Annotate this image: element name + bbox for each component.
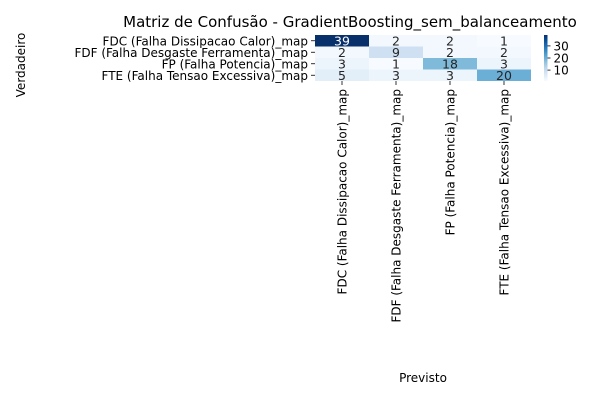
cell-value-r3-c3: 20 [496,68,512,83]
cell-r3-c2 [423,69,477,81]
cell-r0-c0 [315,35,369,47]
cell-value-r2-c3: 3 [500,56,508,71]
cell-value-r3-c1: 3 [392,68,400,83]
cell-value-r1-c0: 2 [338,45,346,60]
cell-value-r1-c3: 2 [500,45,508,60]
row-label-1: FDF (Falha Desgaste Ferramenta)_map [74,46,308,60]
cell-value-r0-c2: 2 [446,33,454,48]
cell-value-r3-c0: 5 [338,68,346,83]
cell-value-r1-c2: 2 [446,45,454,60]
cell-r0-c2 [423,35,477,47]
cell-r1-c3 [477,46,531,58]
chart-title: Matriz de Confusão - GradientBoosting_se… [123,13,577,32]
cell-value-r3-c2: 3 [446,68,454,83]
colorbar-tick-label-2: 30 [554,39,569,53]
cell-r3-c3 [477,69,531,81]
cell-r2-c0 [315,58,369,70]
cell-value-r2-c0: 3 [338,56,346,71]
col-label-2: FP (Falha Potencia)_map [444,89,458,235]
cell-value-r0-c0: 39 [334,33,350,48]
cell-value-r1-c1: 9 [392,45,400,60]
col-label-3: FTE (Falha Tensao Excessiva)_map [498,89,512,296]
col-label-1: FDF (Falha Desgaste Ferramenta)_map [390,89,404,323]
cell-r0-c3 [477,35,531,47]
cell-r1-c0 [315,46,369,58]
cell-r1-c1 [369,46,423,58]
colorbar-tick-label-1: 20 [554,52,569,66]
cell-r1-c2 [423,46,477,58]
cell-value-r2-c1: 1 [392,56,400,71]
cell-value-r2-c2: 18 [442,56,458,71]
row-label-3: FTE (Falha Tensao Excessiva)_map [102,69,309,83]
cell-r2-c3 [477,58,531,70]
cell-r2-c1 [369,58,423,70]
cell-r3-c0 [315,69,369,81]
cell-value-r0-c3: 1 [500,33,508,48]
row-label-0: FDC (Falha Dissipacao Calor)_map [103,34,308,48]
heatmap-cells: 39 2 2 12 9 2 23 1 18 35 3 3 20 [315,33,531,83]
colorbar-tick-label-0: 10 [554,64,569,78]
colorbar-gradient [544,35,548,81]
cell-value-r0-c1: 2 [392,33,400,48]
cell-r3-c1 [369,69,423,81]
row-label-2: FP (Falha Potencia)_map [162,57,308,71]
cell-r2-c2 [423,58,477,70]
cell-r0-c1 [369,35,423,47]
col-label-0: FDC (Falha Dissipacao Calor)_map [336,89,350,294]
x-axis-label: Previsto [399,371,447,385]
column-labels: FDC (Falha Dissipacao Calor)_map FDF (Fal… [336,81,512,323]
y-axis-label: Verdadeiro [14,33,28,98]
